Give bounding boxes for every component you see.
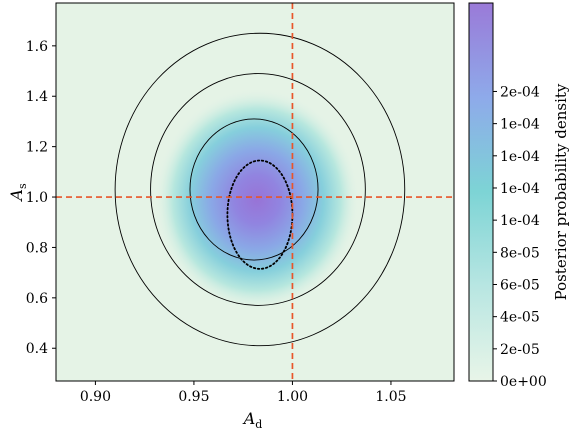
credible-contour-3 [114,32,406,347]
y-axis-label: As [7,183,29,203]
y-tick-label: 1.2 [26,140,48,156]
colorbar-label: Posterior probability density [552,83,570,300]
x-axis-label: Ad [242,409,263,431]
plot-frame [55,2,455,382]
colorbar-tick-label: 1e-04 [500,149,540,165]
x-tick-label: 1.00 [277,389,308,405]
y-tick-label: 0.4 [26,341,48,357]
posterior-density-blob [154,88,360,311]
colorbar-tick-label: 8e-05 [500,245,540,261]
colorbar-tick-label: 4e-05 [500,310,540,326]
y-tick-label: 0.8 [26,240,48,256]
colorbar-tick-label: 1e-04 [500,117,540,133]
colorbar-ticks: 0e+00 2e-05 4e-05 6e-05 8e-05 1e-04 1e-04 1e-04… [493,84,547,390]
colorbar: 0e+00 2e-05 4e-05 6e-05 8e-05 1e-04 1e-04 1e-04… [468,2,570,390]
y-tick-label: 1.0 [26,190,48,206]
x-tick-label: 0.90 [80,389,111,405]
y-axis-label-sub: s [16,183,29,189]
colorbar-bar [468,2,494,382]
colorbar-tick-label: 1e-04 [500,213,540,229]
x-axis-label-main: A [242,409,256,428]
y-axis-ticks: 0.4 0.6 0.8 1.0 1.2 1.4 1.6 [26,39,56,357]
x-tick-label: 0.95 [178,389,209,405]
colorbar-tick-label: 2e-04 [500,84,540,100]
credible-contour-1 [189,118,319,261]
x-axis-label-sub: d [255,418,262,431]
credible-contour-2 [150,73,366,306]
colorbar-tick-label: 0e+00 [500,374,547,390]
x-tick-label: 1.05 [375,389,406,405]
colorbar-tick-label: 6e-05 [500,277,540,293]
plot-area: 0.90 0.95 1.00 1.05 0.4 0.6 0.8 1.0 1.2 1.4 1.6 [26,2,455,405]
colorbar-tick-label: 1e-04 [500,181,540,197]
y-tick-label: 1.6 [26,39,48,55]
y-tick-label: 1.4 [26,89,48,105]
y-tick-label: 0.6 [26,291,48,307]
colorbar-tick-label: 2e-05 [500,342,540,358]
plot-layer [56,3,454,381]
x-axis-ticks: 0.90 0.95 1.00 1.05 [80,381,407,405]
y-axis-label-main: A [7,189,26,203]
